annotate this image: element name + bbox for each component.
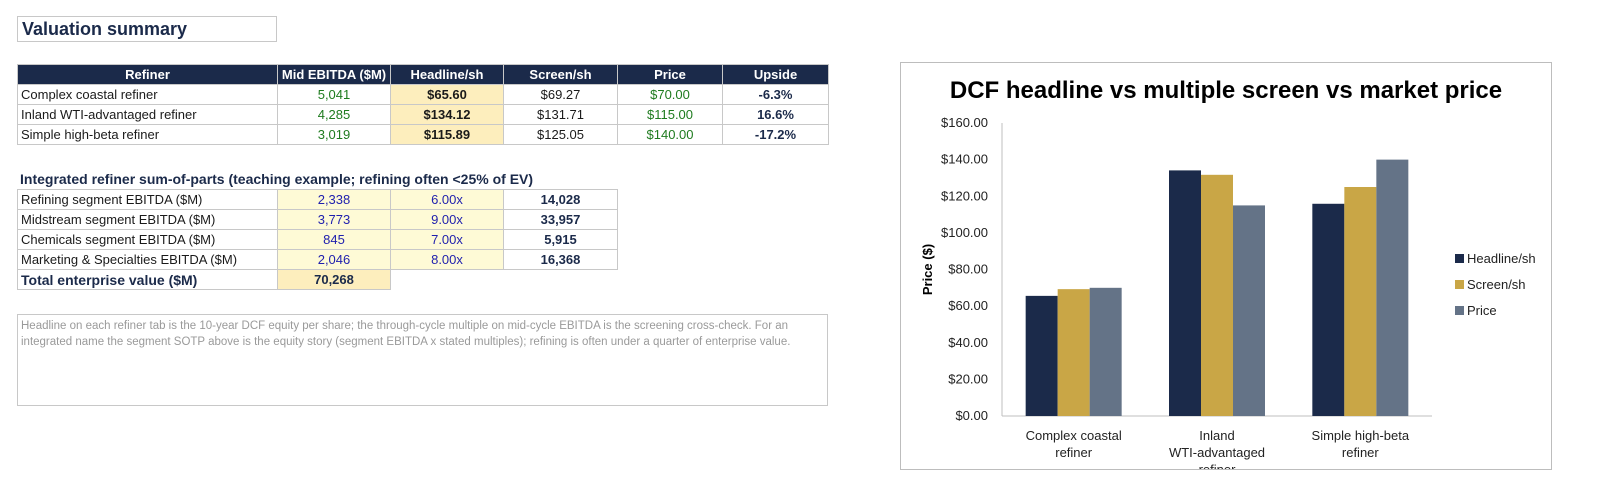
y-tick-label: $160.00 bbox=[941, 115, 988, 130]
sotp-row: Refining segment EBITDA ($M) 2,338 6.00x… bbox=[17, 189, 618, 210]
legend-label: Headline/sh bbox=[1467, 251, 1536, 266]
segment-value-cell[interactable]: 33,957 bbox=[503, 209, 618, 230]
y-tick-label: $0.00 bbox=[955, 408, 988, 423]
x-tick-label: Simple high-beta refiner bbox=[1312, 428, 1410, 460]
segment-label-cell[interactable]: Midstream segment EBITDA ($M) bbox=[17, 209, 278, 230]
note-textbox[interactable]: Headline on each refiner tab is the 10-y… bbox=[17, 314, 828, 406]
segment-ebitda-cell[interactable]: 2,338 bbox=[277, 189, 391, 210]
sotp-table: Refining segment EBITDA ($M) 2,338 6.00x… bbox=[17, 189, 618, 290]
y-axis-label: Price ($) bbox=[920, 244, 935, 295]
headline-cell[interactable]: $115.89 bbox=[390, 124, 504, 145]
col-header-mid-ebitda[interactable]: Mid EBITDA ($M) bbox=[277, 64, 391, 85]
valuation-header-row: Refiner Mid EBITDA ($M) Headline/sh Scre… bbox=[17, 64, 829, 85]
bar-screen-sh bbox=[1057, 289, 1090, 416]
page-title: Valuation summary bbox=[17, 16, 277, 42]
col-header-price[interactable]: Price bbox=[617, 64, 723, 85]
bar-price bbox=[1233, 205, 1265, 416]
total-ev-label[interactable]: Total enterprise value ($M) bbox=[17, 269, 278, 290]
legend-swatch bbox=[1455, 306, 1464, 315]
price-cell[interactable]: $140.00 bbox=[617, 124, 723, 145]
bar-screen-sh bbox=[1201, 174, 1233, 416]
y-tick-label: $140.00 bbox=[941, 152, 988, 167]
y-tick-label: $40.00 bbox=[948, 335, 988, 350]
table-row: Complex coastal refiner 5,041 $65.60 $69… bbox=[17, 84, 829, 105]
y-tick-label: $80.00 bbox=[948, 262, 988, 277]
bar-screen-sh bbox=[1344, 187, 1377, 416]
bar-headline-sh bbox=[1312, 203, 1345, 416]
y-tick-label: $60.00 bbox=[948, 298, 988, 313]
price-cell[interactable]: $70.00 bbox=[617, 84, 723, 105]
upside-cell[interactable]: -17.2% bbox=[722, 124, 829, 145]
upside-cell[interactable]: -6.3% bbox=[722, 84, 829, 105]
price-cell[interactable]: $115.00 bbox=[617, 104, 723, 125]
total-ev-value[interactable]: 70,268 bbox=[277, 269, 391, 290]
segment-ebitda-cell[interactable]: 2,046 bbox=[277, 249, 391, 270]
segment-label-cell[interactable]: Chemicals segment EBITDA ($M) bbox=[17, 229, 278, 250]
refiner-name-cell[interactable]: Simple high-beta refiner bbox=[17, 124, 278, 145]
col-header-refiner[interactable]: Refiner bbox=[17, 64, 278, 85]
y-tick-label: $20.00 bbox=[948, 371, 988, 386]
sotp-row: Midstream segment EBITDA ($M) 3,773 9.00… bbox=[17, 209, 618, 230]
segment-ebitda-cell[interactable]: 845 bbox=[277, 229, 391, 250]
headline-cell[interactable]: $65.60 bbox=[390, 84, 504, 105]
refiner-name-cell[interactable]: Inland WTI-advantaged refiner bbox=[17, 104, 278, 125]
sotp-total-row: Total enterprise value ($M) 70,268 bbox=[17, 269, 618, 290]
upside-cell[interactable]: 16.6% bbox=[722, 104, 829, 125]
refiner-name-cell[interactable]: Complex coastal refiner bbox=[17, 84, 278, 105]
x-tick-label: Complex coastal refiner bbox=[1026, 428, 1122, 460]
y-tick-label: $100.00 bbox=[941, 225, 988, 240]
legend-label: Price bbox=[1467, 303, 1497, 318]
segment-value-cell[interactable]: 5,915 bbox=[503, 229, 618, 250]
chart-title: DCF headline vs multiple screen vs marke… bbox=[950, 77, 1502, 104]
bar-price bbox=[1089, 287, 1122, 416]
segment-label-cell[interactable]: Marketing & Specialties EBITDA ($M) bbox=[17, 249, 278, 270]
segment-multiple-cell[interactable]: 7.00x bbox=[390, 229, 504, 250]
y-tick-label: $120.00 bbox=[941, 188, 988, 203]
table-row: Inland WTI-advantaged refiner 4,285 $134… bbox=[17, 104, 829, 125]
col-header-upside[interactable]: Upside bbox=[722, 64, 829, 85]
legend-label: Screen/sh bbox=[1467, 277, 1526, 292]
mid-ebitda-cell[interactable]: 4,285 bbox=[277, 104, 391, 125]
segment-multiple-cell[interactable]: 9.00x bbox=[390, 209, 504, 230]
sotp-row: Marketing & Specialties EBITDA ($M) 2,04… bbox=[17, 249, 618, 270]
chart-area[interactable]: DCF headline vs multiple screen vs marke… bbox=[900, 62, 1552, 470]
bar-price bbox=[1376, 159, 1409, 416]
legend-swatch bbox=[1455, 254, 1464, 263]
segment-label-cell[interactable]: Refining segment EBITDA ($M) bbox=[17, 189, 278, 210]
screen-cell[interactable]: $125.05 bbox=[503, 124, 618, 145]
segment-multiple-cell[interactable]: 8.00x bbox=[390, 249, 504, 270]
segment-ebitda-cell[interactable]: 3,773 bbox=[277, 209, 391, 230]
segment-multiple-cell[interactable]: 6.00x bbox=[390, 189, 504, 210]
bar-chart: DCF headline vs multiple screen vs marke… bbox=[920, 77, 1536, 469]
mid-ebitda-cell[interactable]: 5,041 bbox=[277, 84, 391, 105]
valuation-table: Refiner Mid EBITDA ($M) Headline/sh Scre… bbox=[17, 64, 829, 145]
sotp-title: Integrated refiner sum-of-parts (teachin… bbox=[20, 171, 534, 187]
bar-headline-sh bbox=[1025, 295, 1058, 416]
table-row: Simple high-beta refiner 3,019 $115.89 $… bbox=[17, 124, 829, 145]
legend-swatch bbox=[1455, 280, 1464, 289]
headline-cell[interactable]: $134.12 bbox=[390, 104, 504, 125]
segment-value-cell[interactable]: 16,368 bbox=[503, 249, 618, 270]
mid-ebitda-cell[interactable]: 3,019 bbox=[277, 124, 391, 145]
screen-cell[interactable]: $131.71 bbox=[503, 104, 618, 125]
sotp-row: Chemicals segment EBITDA ($M) 845 7.00x … bbox=[17, 229, 618, 250]
screen-cell[interactable]: $69.27 bbox=[503, 84, 618, 105]
col-header-headline[interactable]: Headline/sh bbox=[390, 64, 504, 85]
col-header-screen[interactable]: Screen/sh bbox=[503, 64, 618, 85]
bar-headline-sh bbox=[1169, 170, 1201, 416]
segment-value-cell[interactable]: 14,028 bbox=[503, 189, 618, 210]
